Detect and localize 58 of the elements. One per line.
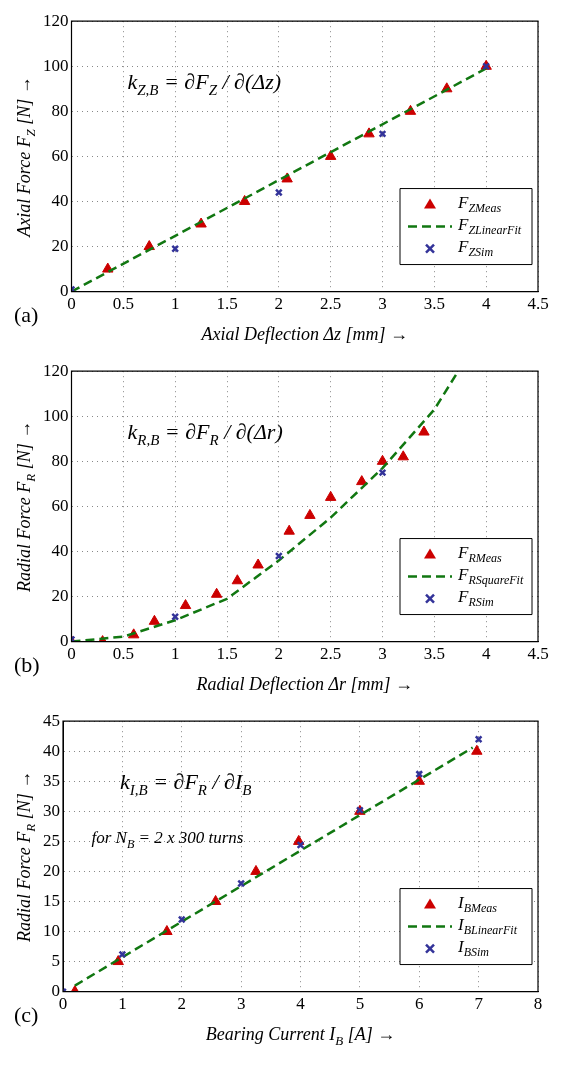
x-tick-label: 0.5 [112,644,134,664]
y-axis-title: Radial Force FR [N] → [14,420,39,594]
text: (c) [14,1001,39,1027]
x-tick-label: 2 [177,994,186,1014]
x-tick-label: 4.5 [527,644,549,664]
x-tick-label: 1 [118,994,127,1014]
y-tick-label: 80 [51,450,69,470]
y-tick-label: 0 [51,981,60,1001]
y-axis-title: Axial Force FZ [N] → [14,76,39,238]
x-tick-label: 4 [481,294,491,314]
x-tick-label: 1.5 [216,644,238,664]
y-tick-label: 20 [51,586,69,605]
y-tick-label: 15 [43,890,60,910]
x-tick-label: 3 [378,294,387,314]
y-tick-label: 35 [43,770,60,790]
x-axis-title: Axial Deflection Δz [mm] → [200,323,409,344]
x-axis-title: Radial Deflection Δr [mm] → [195,673,414,694]
x-tick-label: 0.5 [112,294,134,314]
x-tick-label: 1 [170,644,180,664]
y-tick-label: 5 [51,951,60,971]
x-tick-label: 3 [378,644,387,664]
x-tick-label: 6 [415,994,424,1014]
y-tick-label: 60 [51,145,69,165]
x-tick-label: 8 [533,994,543,1014]
y-tick-label: 120 [43,360,69,380]
y-tick-label: 45 [43,710,60,730]
x-tick-label: 3.5 [423,294,445,314]
text: (b) [14,651,40,677]
y-tick-label: 20 [43,860,60,880]
x-tick-label: 4.5 [527,294,549,314]
x-tick-label: 2.5 [320,644,342,664]
y-tick-label: 100 [43,405,69,425]
y-tick-label: 10 [43,920,60,940]
x-tick-label: 3 [236,994,246,1014]
y-tick-label: 80 [51,100,69,120]
y-tick-label: 40 [51,190,69,210]
y-tick-label: 20 [51,236,69,255]
x-tick-label: 4 [481,644,491,664]
y-tick-label: 0 [60,631,69,651]
x-tick-label: 2.5 [320,294,342,314]
x-tick-label: 2 [274,294,284,314]
y-axis-title: Radial Force FR [N] → [14,770,39,944]
y-tick-label: 40 [51,540,69,560]
y-tick-label: 40 [43,740,60,760]
text: (a) [14,301,39,327]
x-tick-label: 5 [355,994,365,1014]
y-tick-label: 0 [60,281,69,301]
x-tick-label: 2 [274,644,284,664]
x-tick-label: 1.5 [216,294,238,314]
x-tick-label: 7 [474,994,484,1014]
y-tick-label: 120 [43,10,69,30]
y-tick-label: 25 [43,830,60,850]
x-tick-label: 4 [296,994,306,1014]
x-tick-label: 1 [170,294,180,314]
x-tick-label: 3.5 [423,644,445,664]
y-tick-label: 30 [43,800,60,820]
y-tick-label: 100 [43,55,69,75]
y-tick-label: 60 [51,495,69,515]
